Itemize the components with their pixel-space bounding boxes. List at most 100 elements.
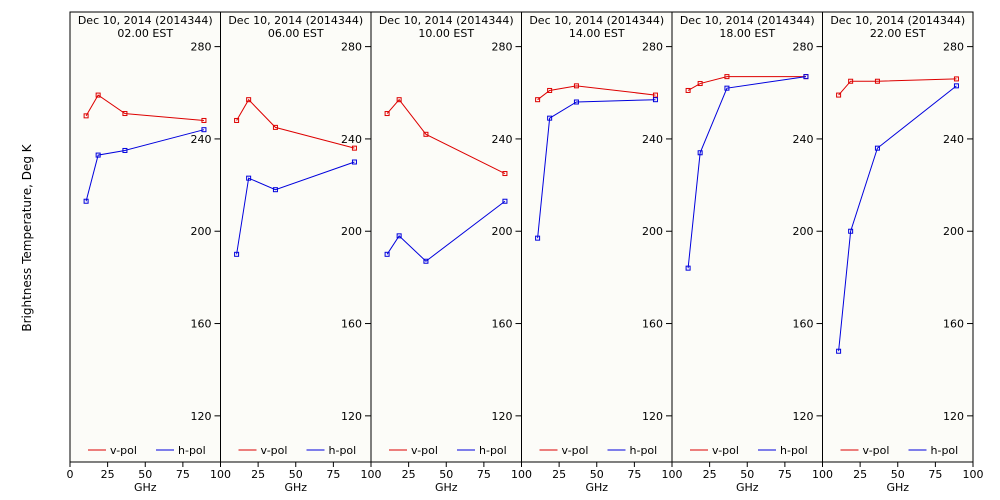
x-tick-label: 100 [812,468,833,481]
x-axis-label: GHz [435,481,458,494]
h-pol-marker [724,85,730,91]
x-axis-label: GHz [886,481,909,494]
v-pol-marker [122,111,128,117]
x-tick-label: 100 [511,468,532,481]
panels-group: Dec 10, 2014 (2014344)02.00 EST120160200… [67,11,984,494]
y-tick-label: 200 [943,225,964,238]
x-axis-label: GHz [134,481,157,494]
h-pol-marker [848,228,854,234]
y-tick-label: 240 [943,133,964,146]
panel-title-time: 02.00 EST [117,27,173,40]
h-pol-marker [95,152,101,158]
y-tick-label: 280 [943,41,964,54]
y-tick-label: 120 [341,410,362,423]
panel-frame [370,11,522,463]
v-pol-line [236,98,355,149]
y-tick-label: 160 [943,318,964,331]
v-pol-marker [234,117,240,123]
legend-h-pol-label: h-pol [780,444,808,457]
h-pol-marker [803,74,809,80]
x-tick-label: 100 [210,468,231,481]
h-pol-line [687,76,807,269]
v-pol-marker [246,97,252,103]
v-pol-marker [502,171,508,177]
x-axis-label: GHz [284,481,307,494]
y-tick-label: 160 [492,318,513,331]
x-tick-label: 75 [778,468,792,481]
h-pol-marker [953,83,959,89]
y-tick-label: 160 [642,318,663,331]
x-tick-label: 100 [963,468,984,481]
y-tick-label: 280 [341,41,362,54]
x-tick-label: 75 [928,468,942,481]
panel-title-time: 10.00 EST [418,27,474,40]
h-pol-marker [652,97,658,103]
x-tick-label: 75 [326,468,340,481]
h-pol-marker [573,99,579,105]
x-tick-label: 50 [439,468,453,481]
v-pol-marker [874,78,880,84]
h-pol-line [838,85,957,352]
x-tick-label: 25 [703,468,717,481]
x-tick-label: 75 [627,468,641,481]
legend-v-pol-label: v-pol [110,444,137,457]
v-pol-line [386,98,506,174]
panel-title-time: 18.00 EST [719,27,775,40]
h-pol-marker [697,150,703,156]
y-tick-label: 280 [642,41,663,54]
legend-h-pol-label: h-pol [479,444,507,457]
v-pol-marker [848,78,854,84]
v-pol-marker [573,83,579,89]
panel-frame [69,11,221,463]
v-pol-marker [652,92,658,98]
h-pol-line [386,200,506,262]
panel-title-date: Dec 10, 2014 (2014344) [228,14,363,27]
v-pol-marker [272,124,278,130]
x-tick-label: 75 [176,468,190,481]
y-tick-label: 160 [191,318,212,331]
h-pol-line [85,129,205,202]
x-tick-label: 25 [853,468,867,481]
h-pol-marker [535,235,541,241]
panel: Dec 10, 2014 (2014344)14.00 EST 120 160 200… [521,11,683,494]
v-pol-marker [724,74,730,80]
x-axis-label: GHz [736,481,759,494]
h-pol-marker [246,175,252,181]
y-tick-label: 280 [793,41,814,54]
panel: Dec 10, 2014 (2014344)10.00 EST 120 160 200… [370,11,532,494]
y-tick-label: 240 [642,133,663,146]
v-pol-line [537,85,656,101]
y-tick-label: 120 [642,410,663,423]
x-tick-label: 25 [251,468,265,481]
legend-h-pol-label: h-pol [329,444,357,457]
h-pol-marker [122,147,128,153]
legend-v-pol-label: v-pol [863,444,890,457]
h-pol-marker [396,233,402,239]
y-tick-label: 120 [492,410,513,423]
v-pol-marker [423,131,429,137]
h-pol-line [537,99,656,239]
x-tick-label: 0 [67,468,74,481]
panel: Dec 10, 2014 (2014344)02.00 EST 120 160 200… [67,11,231,494]
v-pol-line [838,78,957,96]
y-tick-label: 200 [642,225,663,238]
panel-title-date: Dec 10, 2014 (2014344) [78,14,213,27]
v-pol-marker [351,145,357,151]
h-pol-marker [272,187,278,193]
y-tick-label: 160 [793,318,814,331]
y-tick-label: 280 [191,41,212,54]
x-tick-label: 50 [891,468,905,481]
legend-v-pol-label: v-pol [261,444,288,457]
h-pol-marker [201,127,207,133]
v-pol-line [687,76,806,91]
y-tick-label: 240 [492,133,513,146]
y-tick-label: 200 [341,225,362,238]
h-pol-marker [384,251,390,257]
h-pol-marker [547,115,553,121]
x-tick-label: 25 [402,468,416,481]
x-tick-label: 50 [289,468,303,481]
x-axis-label: GHz [585,481,608,494]
panel-frame [220,11,372,463]
v-pol-marker [384,111,390,117]
